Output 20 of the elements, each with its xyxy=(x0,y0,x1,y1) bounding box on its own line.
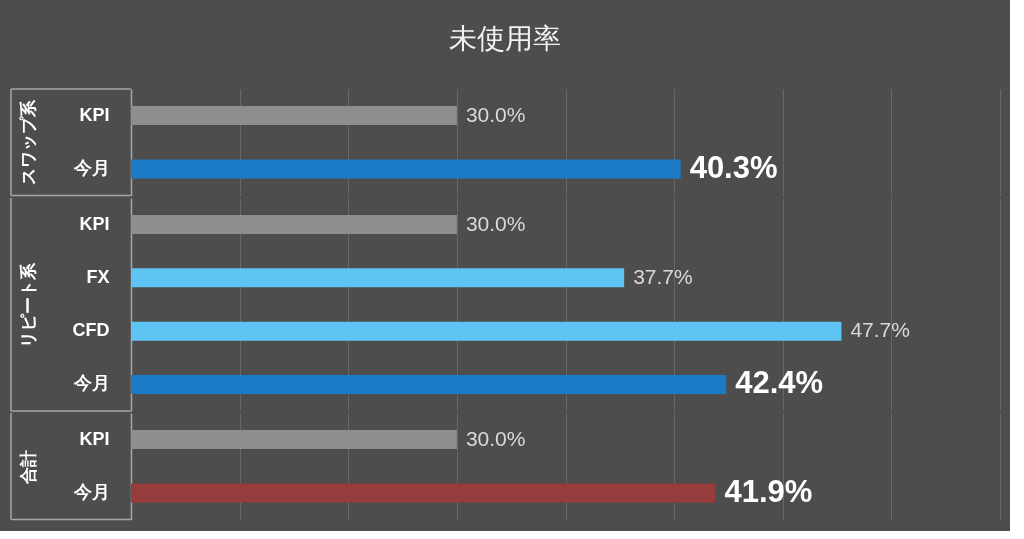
data-label: 47.7% xyxy=(850,318,910,342)
data-label: 30.0% xyxy=(465,102,526,126)
y-axis-title: リピート系 xyxy=(18,261,38,348)
chart-title: 未使用率 xyxy=(449,23,562,55)
y-tick-label: KPI xyxy=(79,428,110,449)
y-tick-label: FX xyxy=(86,266,110,287)
data-label: 37.7% xyxy=(633,264,693,288)
y-axis-title: 合計 xyxy=(18,449,38,485)
y-tick-label: KPI xyxy=(79,104,110,125)
data-label: 41.9% xyxy=(724,473,813,509)
y-tick-label: KPI xyxy=(79,213,110,234)
y-tick-label: 今月 xyxy=(72,157,110,178)
data-label: 42.4% xyxy=(735,365,824,401)
y-axis-title: スワップ系 xyxy=(18,99,38,186)
y-tick-label: CFD xyxy=(72,320,110,341)
y-tick-label: 今月 xyxy=(72,373,110,394)
data-label: 30.0% xyxy=(465,211,526,235)
data-label: 40.3% xyxy=(689,149,778,185)
data-label: 30.0% xyxy=(465,426,526,450)
y-tick-label: 今月 xyxy=(72,481,110,502)
